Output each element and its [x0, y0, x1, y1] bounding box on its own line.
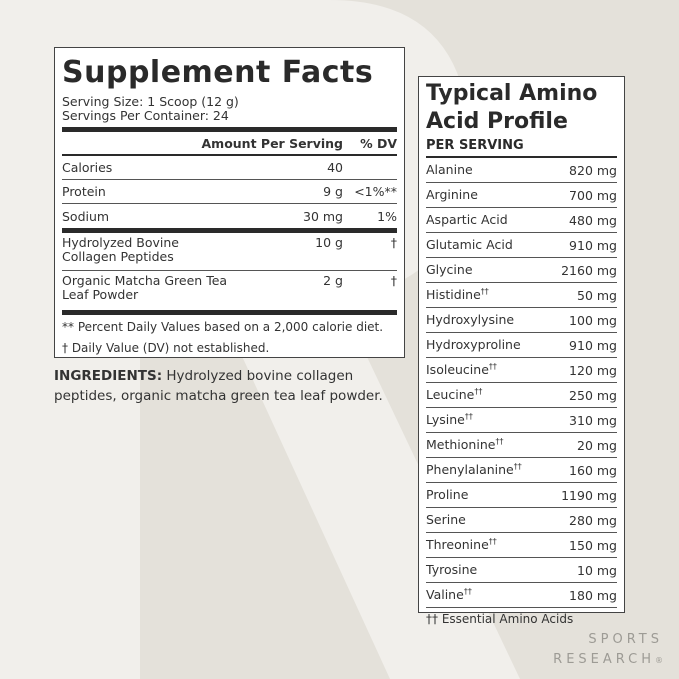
servings-per-container: Servings Per Container: 24 — [62, 108, 229, 123]
ingredient-row: Hydrolyzed Bovine Collagen Peptides 10 g † — [62, 233, 397, 271]
divider — [62, 310, 397, 315]
amino-row: Tyrosine 10 mg — [426, 558, 617, 583]
nutrient-row: Sodium 30 mg 1% — [62, 208, 397, 224]
footnote: † Daily Value (DV) not established. — [62, 341, 270, 355]
amino-row: Leucine†† 250 mg — [426, 383, 617, 408]
amino-row: Hydroxylysine 100 mg — [426, 308, 617, 333]
divider — [62, 127, 397, 132]
table-header: Amount Per Serving% DV — [62, 132, 397, 156]
amino-row: Valine†† 180 mg — [426, 583, 617, 608]
amino-row: Serine 280 mg — [426, 508, 617, 533]
nutrient-row: Protein 9 g <1%** — [62, 180, 397, 204]
nutrient-row: Calories 40 — [62, 156, 397, 180]
amino-row: Proline 1190 mg — [426, 483, 617, 508]
ingredients-text: Hydrolyzed bovine collagen peptides, org… — [54, 368, 383, 404]
amino-row: Glutamic Acid 910 mg — [426, 233, 617, 258]
footnote: ** Percent Daily Values based on a 2,000… — [62, 320, 384, 334]
amino-row: Threonine†† 150 mg — [426, 533, 617, 558]
amino-title: Typical Amino Acid Profile — [426, 81, 598, 134]
divider — [62, 228, 397, 233]
amino-row: Lysine†† 310 mg — [426, 408, 617, 433]
amino-row: Histidine†† 50 mg — [426, 283, 617, 308]
amino-acid-panel: Typical Amino Acid Profile PER SERVING A… — [418, 76, 625, 626]
amino-row: Methionine†† 20 mg — [426, 433, 617, 458]
ingredients: INGREDIENTS: Hydrolyzed bovine collagen … — [54, 366, 384, 406]
supplement-facts-title: Supplement Facts — [62, 55, 374, 90]
amino-subtitle: PER SERVING — [426, 136, 617, 158]
amino-row: Aspartic Acid 480 mg — [426, 208, 617, 233]
ingredients-label: INGREDIENTS: — [54, 368, 163, 384]
amino-row: Isoleucine†† 120 mg — [426, 358, 617, 383]
amino-row: Alanine 820 mg — [426, 158, 617, 183]
amino-row: Arginine 700 mg — [426, 183, 617, 208]
brand-logo: SPORTS RESEARCH® — [553, 632, 663, 667]
amino-footnote: †† Essential Amino Acids — [426, 612, 574, 626]
ingredient-row: Organic Matcha Green Tea Leaf Powder 2 g † — [62, 273, 397, 302]
supplement-facts-panel: Supplement Facts Serving Size: 1 Scoop (… — [54, 47, 405, 358]
amino-row: Glycine 2160 mg — [426, 258, 617, 283]
amino-row: Hydroxyproline 910 mg — [426, 333, 617, 358]
serving-size: Serving Size: 1 Scoop (12 g) — [62, 94, 239, 109]
amino-row: Phenylalanine†† 160 mg — [426, 458, 617, 483]
